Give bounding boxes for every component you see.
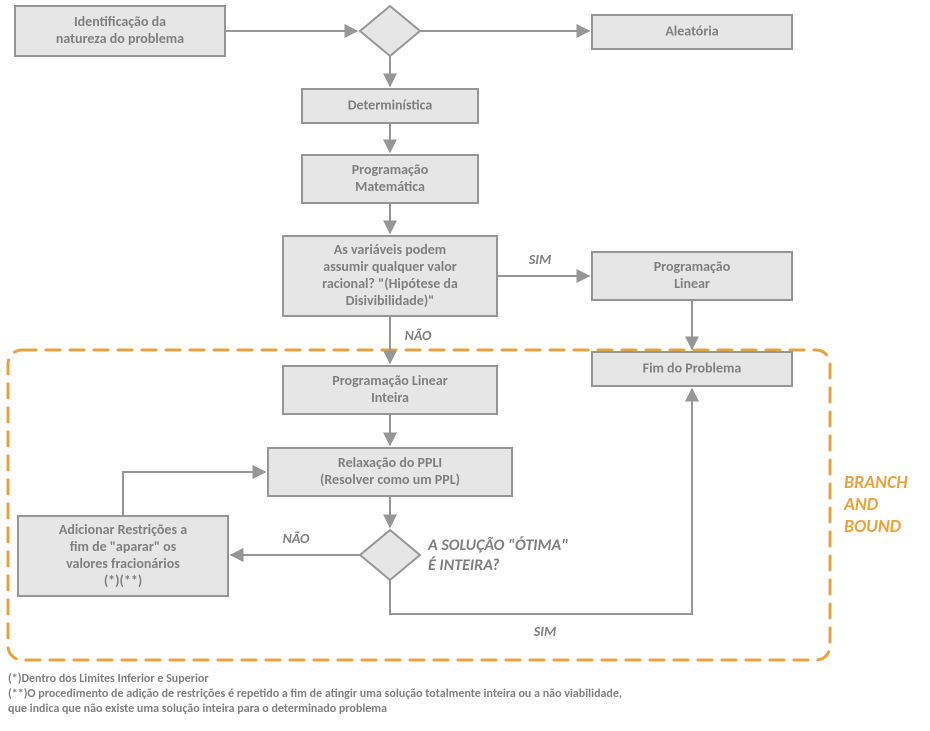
decision-question-line1: É INTEIRA? [428, 556, 500, 575]
edge-label-n5-n8: NÃO [405, 327, 432, 344]
node-n10-line1: fim de "aparar" os [70, 538, 177, 555]
node-n9: Relaxação do PPLI(Resolver como um PPL) [268, 448, 512, 496]
node-n6: ProgramaçãoLinear [592, 252, 792, 300]
branch-and-bound-label-line0: BRANCH [844, 471, 908, 493]
node-n9-line0: Relaxação do PPLI [338, 454, 442, 471]
node-n2: Aleatória [592, 15, 792, 49]
node-n8-line0: Programação Linear [332, 372, 448, 389]
edge-label-d2-n7: SIM [533, 623, 556, 640]
node-n5-line1: assumir qualquer valor [323, 258, 456, 275]
node-n1: Identificação danatureza do problema [15, 6, 225, 56]
node-n9-line1: (Resolver como um PPL) [320, 471, 460, 488]
node-n8-line1: Inteira [371, 389, 409, 406]
node-n10-line2: valores fracionários [66, 555, 180, 572]
node-n5-line0: As variáveis podem [334, 241, 446, 258]
branch-and-bound-label-line1: AND [843, 493, 879, 515]
node-n10-line0: Adicionar Restrições a [59, 521, 187, 538]
node-n2-line0: Aleatória [665, 22, 718, 39]
node-n10: Adicionar Restrições afim de "aparar" os… [18, 516, 228, 596]
footnote-line2: que indica que não existe uma solução in… [8, 702, 387, 716]
node-n4: ProgramaçãoMatemática [302, 155, 478, 203]
footnote-line1: (**)O procedimento de adição de restriçõ… [8, 687, 622, 701]
flowchart-canvas: SIM NÃO NÃO SIM Identificação danatureza do… [0, 0, 930, 731]
node-n8: Programação LinearInteira [283, 366, 497, 414]
node-n4-line1: Matemática [355, 178, 425, 195]
node-n1-line1: natureza do problema [56, 30, 184, 47]
node-n1-line0: Identificação da [74, 13, 166, 30]
decision-question-line0: A SOLUÇÃO "ÓTIMA" [427, 536, 568, 555]
edge-d2-n7 [390, 389, 692, 614]
node-n5: As variáveis podemassumir qualquer valor… [283, 236, 497, 316]
node-n7: Fim do Problema [592, 352, 792, 386]
edge-n10-n9 [123, 472, 265, 516]
branch-and-bound-label-line2: BOUND [844, 515, 902, 537]
node-n5-line2: racional? "(Hipótese da [322, 275, 458, 292]
node-n3-line0: Determinística [348, 96, 433, 113]
footnote-line0: (*)Dentro dos Limites Inferior e Superio… [8, 672, 209, 686]
node-d2 [360, 530, 420, 580]
edge-label-n5-n6: SIM [528, 251, 551, 268]
node-n4-line0: Programação [352, 161, 429, 178]
node-n6-line1: Linear [674, 275, 710, 292]
node-n6-line0: Programação [654, 258, 731, 275]
node-n7-line0: Fim do Problema [643, 359, 742, 376]
node-n10-line3: (*)(**) [104, 572, 142, 589]
node-d1 [360, 6, 420, 56]
node-n3: Determinística [302, 89, 478, 123]
edge-label-d2-n10: NÃO [283, 530, 310, 547]
node-n5-line3: Disivibilidade)" [346, 292, 435, 309]
